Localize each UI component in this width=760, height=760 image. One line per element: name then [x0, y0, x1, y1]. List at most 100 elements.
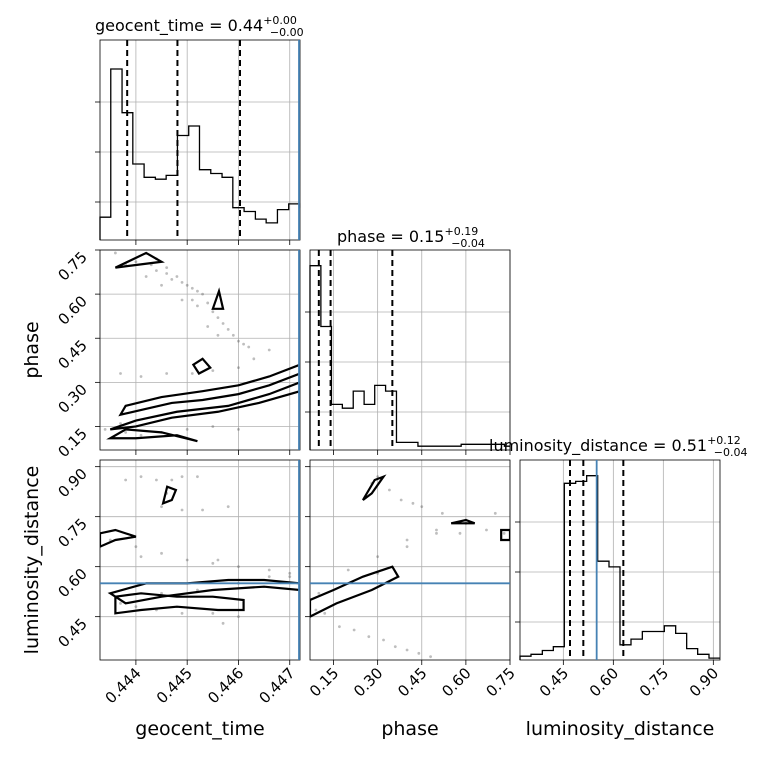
scatter-panel-phase-vs-geocent-time: [95, 249, 301, 455]
x-tick-label-phase-2: 0.45: [394, 664, 430, 700]
title-phase-text: phase: [337, 227, 385, 246]
sample-point-6: [393, 645, 397, 649]
panel-frame: [99, 459, 301, 661]
sample-point-22: [376, 475, 380, 479]
sample-point-9: [429, 655, 432, 659]
sample-point-30: [216, 316, 220, 320]
sample-point-42: [206, 325, 210, 328]
title-geocent-time-value: 0.44: [228, 16, 264, 35]
sample-point-2: [338, 625, 341, 629]
title-phase-value: 0.15: [409, 227, 445, 246]
sample-point-4: [211, 611, 215, 615]
x-axis-label-geocent-time: geocent_time: [135, 718, 264, 740]
sample-point-3: [352, 628, 356, 632]
sample-point-24: [180, 475, 184, 479]
sample-point-19: [288, 571, 292, 575]
contour-level-3: [191, 357, 213, 375]
sample-point-7: [160, 591, 163, 595]
sample-point-38: [165, 266, 169, 270]
contour-level-0: [310, 565, 400, 618]
title-luminosity-distance-minus: −0.04: [714, 446, 748, 459]
sample-point-1: [134, 605, 138, 609]
sample-point-7: [237, 428, 240, 431]
sample-point-43: [216, 333, 220, 337]
sample-point-26: [440, 511, 444, 515]
y-tick-label-luminosity-distance-3: 0.90: [54, 465, 90, 501]
sample-point-46: [180, 298, 184, 302]
sample-point-39: [175, 275, 179, 278]
sample-point-21: [458, 531, 462, 535]
sample-point-8: [417, 651, 421, 655]
sample-point-0: [103, 428, 107, 431]
y-tick-label-phase-2: 0.45: [54, 336, 90, 372]
contour-level-2: [100, 528, 137, 548]
title-luminosity-distance-plus: +0.12: [707, 434, 741, 447]
sample-point-24: [399, 498, 403, 502]
panel-frame: [309, 459, 511, 661]
sample-point-23: [180, 280, 184, 284]
sample-point-11: [288, 575, 292, 579]
sample-point-1: [119, 422, 122, 425]
sample-point-17: [237, 565, 240, 569]
panel-content: [310, 474, 510, 659]
panel-frame: [309, 249, 511, 451]
contour-level-2: [450, 518, 476, 525]
title-geocent-time: geocent_time = 0.44+0.00 −0.00: [95, 14, 304, 39]
contour-level-1: [109, 381, 300, 431]
scatter-panel-luminosity-distance-vs-geocent-time: [95, 459, 301, 665]
sample-point-18: [493, 511, 497, 515]
contour-level-3: [500, 528, 510, 542]
y-tick-label-phase-3: 0.60: [54, 292, 90, 328]
x-tick-label-geocent-time-0: 0.444: [102, 664, 145, 707]
panel-content: [103, 250, 300, 450]
y-axis-label-phase: phase: [21, 321, 43, 378]
sample-point-28: [201, 508, 204, 512]
sample-point-25: [420, 505, 424, 509]
title-geocent-time-minus: −0.00: [270, 26, 304, 39]
hist-panel-luminosity-distance: [515, 459, 721, 665]
panel-frame: [99, 249, 301, 451]
sample-point-45: [160, 283, 163, 287]
sample-point-25: [190, 286, 194, 290]
sample-point-20: [124, 478, 128, 482]
sample-point-16: [435, 531, 438, 535]
sample-point-21: [165, 272, 169, 275]
sample-point-20: [435, 528, 438, 532]
y-tick-label-luminosity-distance-1: 0.60: [54, 565, 90, 601]
sample-point-31: [411, 501, 415, 505]
sample-point-23: [388, 488, 391, 492]
contour-level-4: [211, 287, 225, 310]
sample-point-15: [267, 348, 271, 352]
title-luminosity-distance-text: luminosity_distance: [489, 436, 648, 456]
x-tick-label-geocent-time-2: 0.446: [204, 664, 247, 707]
contour-level-3: [161, 485, 178, 506]
sample-point-6: [211, 425, 215, 428]
sample-point-3: [180, 611, 184, 615]
sample-point-18: [267, 568, 271, 572]
sample-point-26: [160, 505, 163, 509]
sample-point-29: [502, 531, 506, 535]
sample-point-25: [196, 475, 199, 479]
y-tick-label-phase-0: 0.15: [54, 425, 90, 461]
title-luminosity-distance: luminosity_distance = 0.51+0.12 −0.04: [489, 434, 748, 459]
y-tick-label-phase-4: 0.75: [54, 248, 90, 284]
sample-point-14: [160, 551, 163, 555]
title-geocent-time-plus: +0.00: [263, 14, 297, 27]
sample-point-34: [237, 339, 240, 343]
sample-point-19: [405, 538, 409, 542]
x-axis-label-luminosity-distance: luminosity_distance: [526, 718, 715, 740]
sample-point-15: [185, 558, 189, 562]
sample-point-0: [314, 608, 318, 612]
scatter-panel-luminosity-distance-vs-phase: [305, 459, 511, 665]
sample-point-5: [185, 428, 189, 431]
x-tick-label-geocent-time-3: 0.447: [255, 664, 298, 707]
title-phase-minus: −0.04: [451, 237, 485, 250]
sample-point-6: [221, 621, 225, 625]
sample-point-32: [216, 558, 220, 562]
tick-labels: 0.444 0.445 0.446 0.447 0.15 0.30 0.45 0.60 0.75…: [54, 248, 722, 707]
contour-level-0: [114, 592, 245, 615]
x-tick-label-luminosity-distance-1: 0.60: [586, 664, 622, 700]
sample-point-21: [139, 475, 143, 479]
sample-point-12: [108, 538, 112, 542]
